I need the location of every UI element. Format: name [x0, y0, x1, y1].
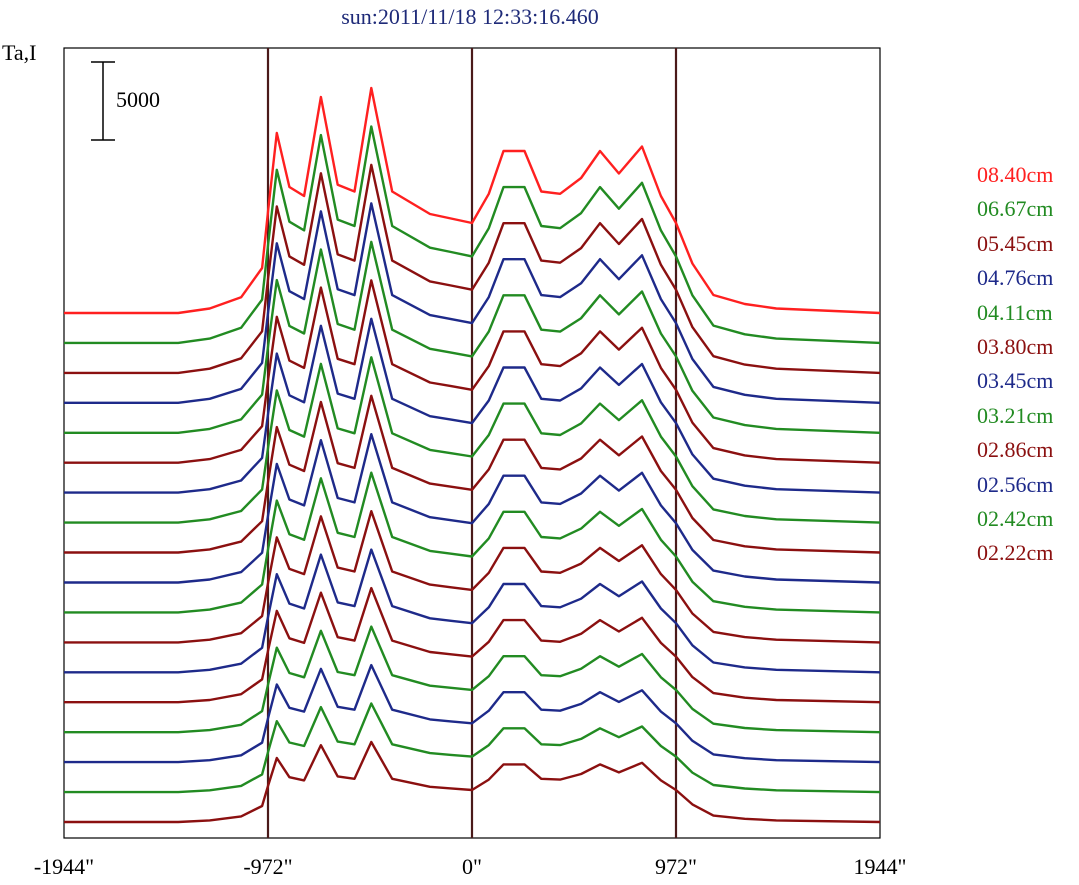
legend-entry: 03.45cm	[977, 368, 1054, 394]
series-line-8	[64, 394, 881, 554]
legend-entry: 02.42cm	[977, 506, 1054, 532]
series-line-1	[64, 125, 881, 345]
series-line-13	[64, 586, 881, 704]
series-line-10	[64, 471, 881, 614]
series-line-0	[64, 86, 881, 315]
x-tick-label: 0"	[462, 854, 482, 879]
series-line-12	[64, 548, 881, 674]
series-line-9	[64, 433, 881, 584]
legend-entry: 02.22cm	[977, 540, 1054, 566]
x-tick-label: 972"	[655, 854, 697, 879]
legend-entry: 03.80cm	[977, 334, 1054, 360]
chart-title: sun:2011/11/18 12:33:16.460	[341, 4, 599, 29]
legend-entry: 02.56cm	[977, 471, 1054, 497]
x-tick-label: -1944"	[34, 854, 94, 879]
series-line-14	[64, 625, 881, 734]
scale-bar: 5000	[91, 61, 160, 141]
legend-entry: 06.67cm	[977, 196, 1054, 222]
series-line-16	[64, 702, 881, 794]
legend-entry: 02.86cm	[977, 437, 1054, 463]
legend-entry: 08.40cm	[977, 162, 1054, 187]
legend-entry: 04.11cm	[977, 299, 1053, 325]
series-line-2	[64, 163, 881, 375]
y-axis-label: Ta,I	[2, 40, 37, 65]
series-line-11	[64, 510, 881, 644]
series-line-6	[64, 317, 881, 494]
x-tick-label: 1944"	[854, 854, 907, 879]
series-line-5	[64, 279, 881, 464]
series-line-17	[64, 740, 881, 824]
x-tick-label: -972"	[243, 854, 292, 879]
legend-entry: 03.21cm	[977, 402, 1054, 428]
legend-entry: 04.76cm	[977, 265, 1054, 291]
legend-entry: 05.45cm	[977, 230, 1054, 256]
series-line-4	[64, 240, 881, 434]
series-line-3	[64, 202, 881, 404]
legend: 08.40cm 06.67cm 05.45cm 04.76cm 04.11cm 03.80…	[977, 158, 1053, 571]
series-line-7	[64, 356, 881, 524]
scale-bar-label: 5000	[116, 87, 160, 112]
series-line-15	[64, 663, 881, 764]
